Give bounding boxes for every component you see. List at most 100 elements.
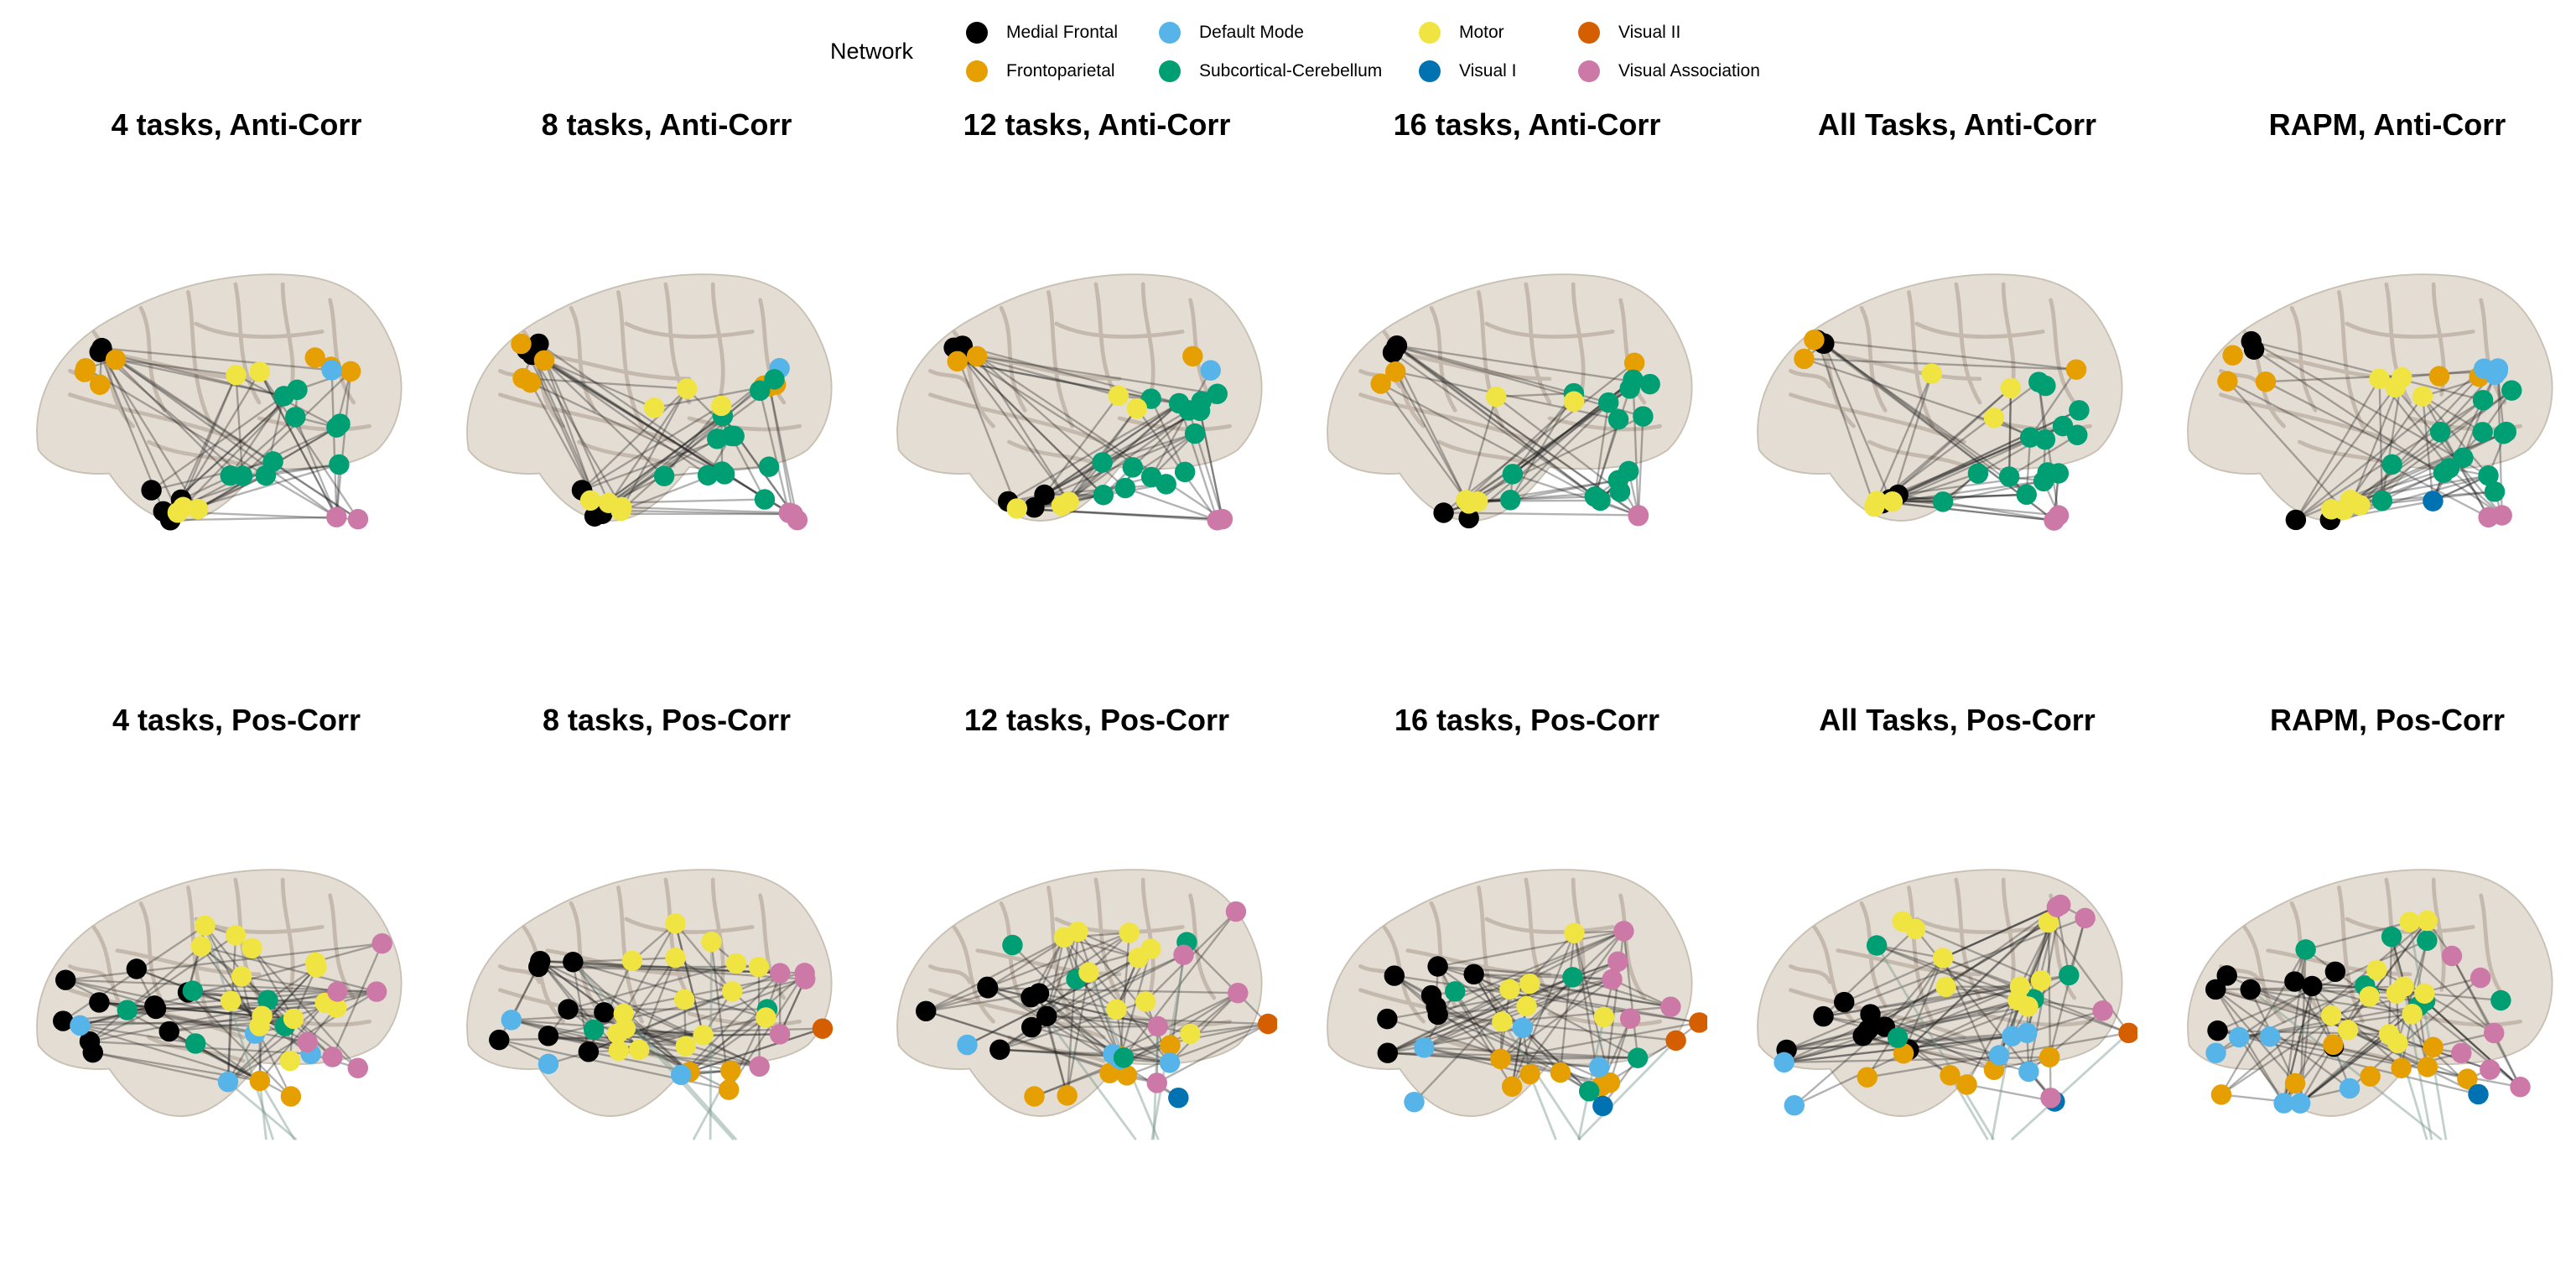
connection-edge bbox=[925, 931, 1079, 1012]
connection-edge bbox=[759, 390, 790, 513]
legend-item: Visual I bbox=[1419, 60, 1517, 82]
connection-edge bbox=[1043, 409, 1201, 496]
brain-sulcus bbox=[1914, 917, 2045, 934]
network-node bbox=[158, 1021, 179, 1042]
connection-edge bbox=[680, 972, 782, 1076]
network-node bbox=[1370, 373, 1391, 394]
network-node bbox=[1078, 962, 1099, 983]
connection-edge bbox=[1046, 937, 1066, 1017]
network-node bbox=[2501, 380, 2522, 401]
connection-edge bbox=[1395, 345, 1596, 498]
connection-edge bbox=[1816, 339, 2010, 478]
network-node bbox=[2009, 976, 2031, 997]
network-node bbox=[1633, 406, 1654, 427]
connection-edge bbox=[2421, 396, 2434, 501]
connection-edge bbox=[1890, 493, 2027, 501]
connection-edge bbox=[2368, 920, 2428, 998]
connection-edge bbox=[1623, 931, 1639, 1058]
brain-sulcus bbox=[758, 893, 787, 1000]
connection-edge bbox=[1942, 957, 2021, 988]
connection-edge bbox=[1423, 978, 1613, 1049]
connection-edge bbox=[1891, 373, 1933, 502]
connection-edge bbox=[169, 1031, 261, 1083]
network-node bbox=[1106, 999, 1127, 1021]
brain-sulcus bbox=[498, 988, 676, 1040]
network-node bbox=[1882, 491, 1903, 512]
network-node bbox=[1618, 460, 1639, 482]
connection-edge bbox=[688, 1016, 767, 1073]
network-node bbox=[2038, 911, 2059, 933]
connection-edge bbox=[623, 1013, 691, 1073]
connection-edge bbox=[176, 374, 237, 513]
connection-edge bbox=[2381, 377, 2403, 501]
connection-edge bbox=[197, 474, 267, 511]
connection-edge bbox=[543, 359, 709, 476]
network-node bbox=[1607, 408, 1629, 430]
network-node bbox=[722, 981, 743, 1002]
connection-edge bbox=[127, 934, 236, 1011]
network-node bbox=[2284, 971, 2305, 992]
brain-sulcus bbox=[569, 901, 597, 1008]
network-node bbox=[2038, 1046, 2060, 1067]
network-node bbox=[1458, 493, 1479, 514]
panel-title: 4 tasks, Pos-Corr bbox=[112, 703, 361, 737]
network-node bbox=[2510, 1077, 2531, 1098]
network-node bbox=[2065, 359, 2087, 380]
network-node bbox=[173, 496, 194, 517]
connection-edge bbox=[588, 1051, 690, 1073]
network-node bbox=[1794, 348, 1815, 370]
connection-edge bbox=[1011, 944, 1124, 1059]
connection-edge bbox=[1637, 416, 1644, 516]
connection-edge bbox=[1500, 1021, 1700, 1061]
connection-edge bbox=[925, 948, 1151, 1012]
network-node bbox=[306, 957, 327, 978]
network-node bbox=[330, 413, 351, 434]
connection-edge bbox=[1007, 402, 1180, 502]
network-node bbox=[2059, 964, 2080, 986]
connection-edge bbox=[200, 945, 377, 993]
network-node bbox=[182, 980, 204, 1001]
connection-edge bbox=[80, 1024, 196, 1045]
network-node bbox=[2480, 1059, 2501, 1080]
connection-edge bbox=[1784, 998, 2034, 1064]
connection-edge bbox=[2390, 936, 2413, 1015]
brain-connectome-figure bbox=[1327, 869, 1707, 1141]
brain-sulcus bbox=[928, 369, 972, 389]
network-node bbox=[1607, 951, 1628, 972]
network-node bbox=[2216, 965, 2237, 986]
connection-edge bbox=[1876, 373, 1933, 502]
connection-edge bbox=[227, 1025, 286, 1083]
connection-edge bbox=[1509, 479, 1618, 501]
connection-edge bbox=[101, 346, 332, 371]
connection-edge bbox=[986, 985, 1124, 1059]
connection-edge bbox=[2450, 955, 2521, 1088]
network-node bbox=[1940, 1065, 1961, 1086]
connection-edge bbox=[1016, 507, 1218, 522]
network-node bbox=[279, 1050, 301, 1072]
connection-edge bbox=[926, 992, 1040, 1012]
network-node bbox=[1036, 1005, 1057, 1027]
network-node bbox=[2207, 1020, 2228, 1041]
brain-sulcus bbox=[194, 321, 325, 339]
connection-edge bbox=[2378, 378, 2383, 501]
connection-edge bbox=[1000, 1048, 1121, 1058]
network-node bbox=[1207, 510, 1228, 531]
connection-edge bbox=[2027, 1010, 2103, 1034]
connection-edge bbox=[65, 979, 286, 1027]
network-node bbox=[1857, 1067, 1877, 1088]
legend-swatch bbox=[1578, 22, 1600, 44]
network-node bbox=[1660, 996, 1681, 1017]
connection-edge bbox=[1066, 932, 1079, 1096]
network-node bbox=[145, 998, 167, 1020]
connection-edge bbox=[1501, 1021, 1581, 1140]
connection-edge bbox=[1890, 493, 2027, 501]
connection-edge bbox=[2423, 992, 2495, 1034]
network-node bbox=[1501, 1076, 1523, 1097]
brain-sulcus bbox=[1405, 353, 1552, 382]
network-node bbox=[1628, 505, 1649, 527]
network-node bbox=[1998, 466, 2020, 487]
brain-sulcus bbox=[257, 416, 371, 432]
network-node bbox=[1384, 965, 1405, 986]
connection-edge bbox=[1898, 472, 2059, 496]
network-node bbox=[1563, 391, 1585, 412]
